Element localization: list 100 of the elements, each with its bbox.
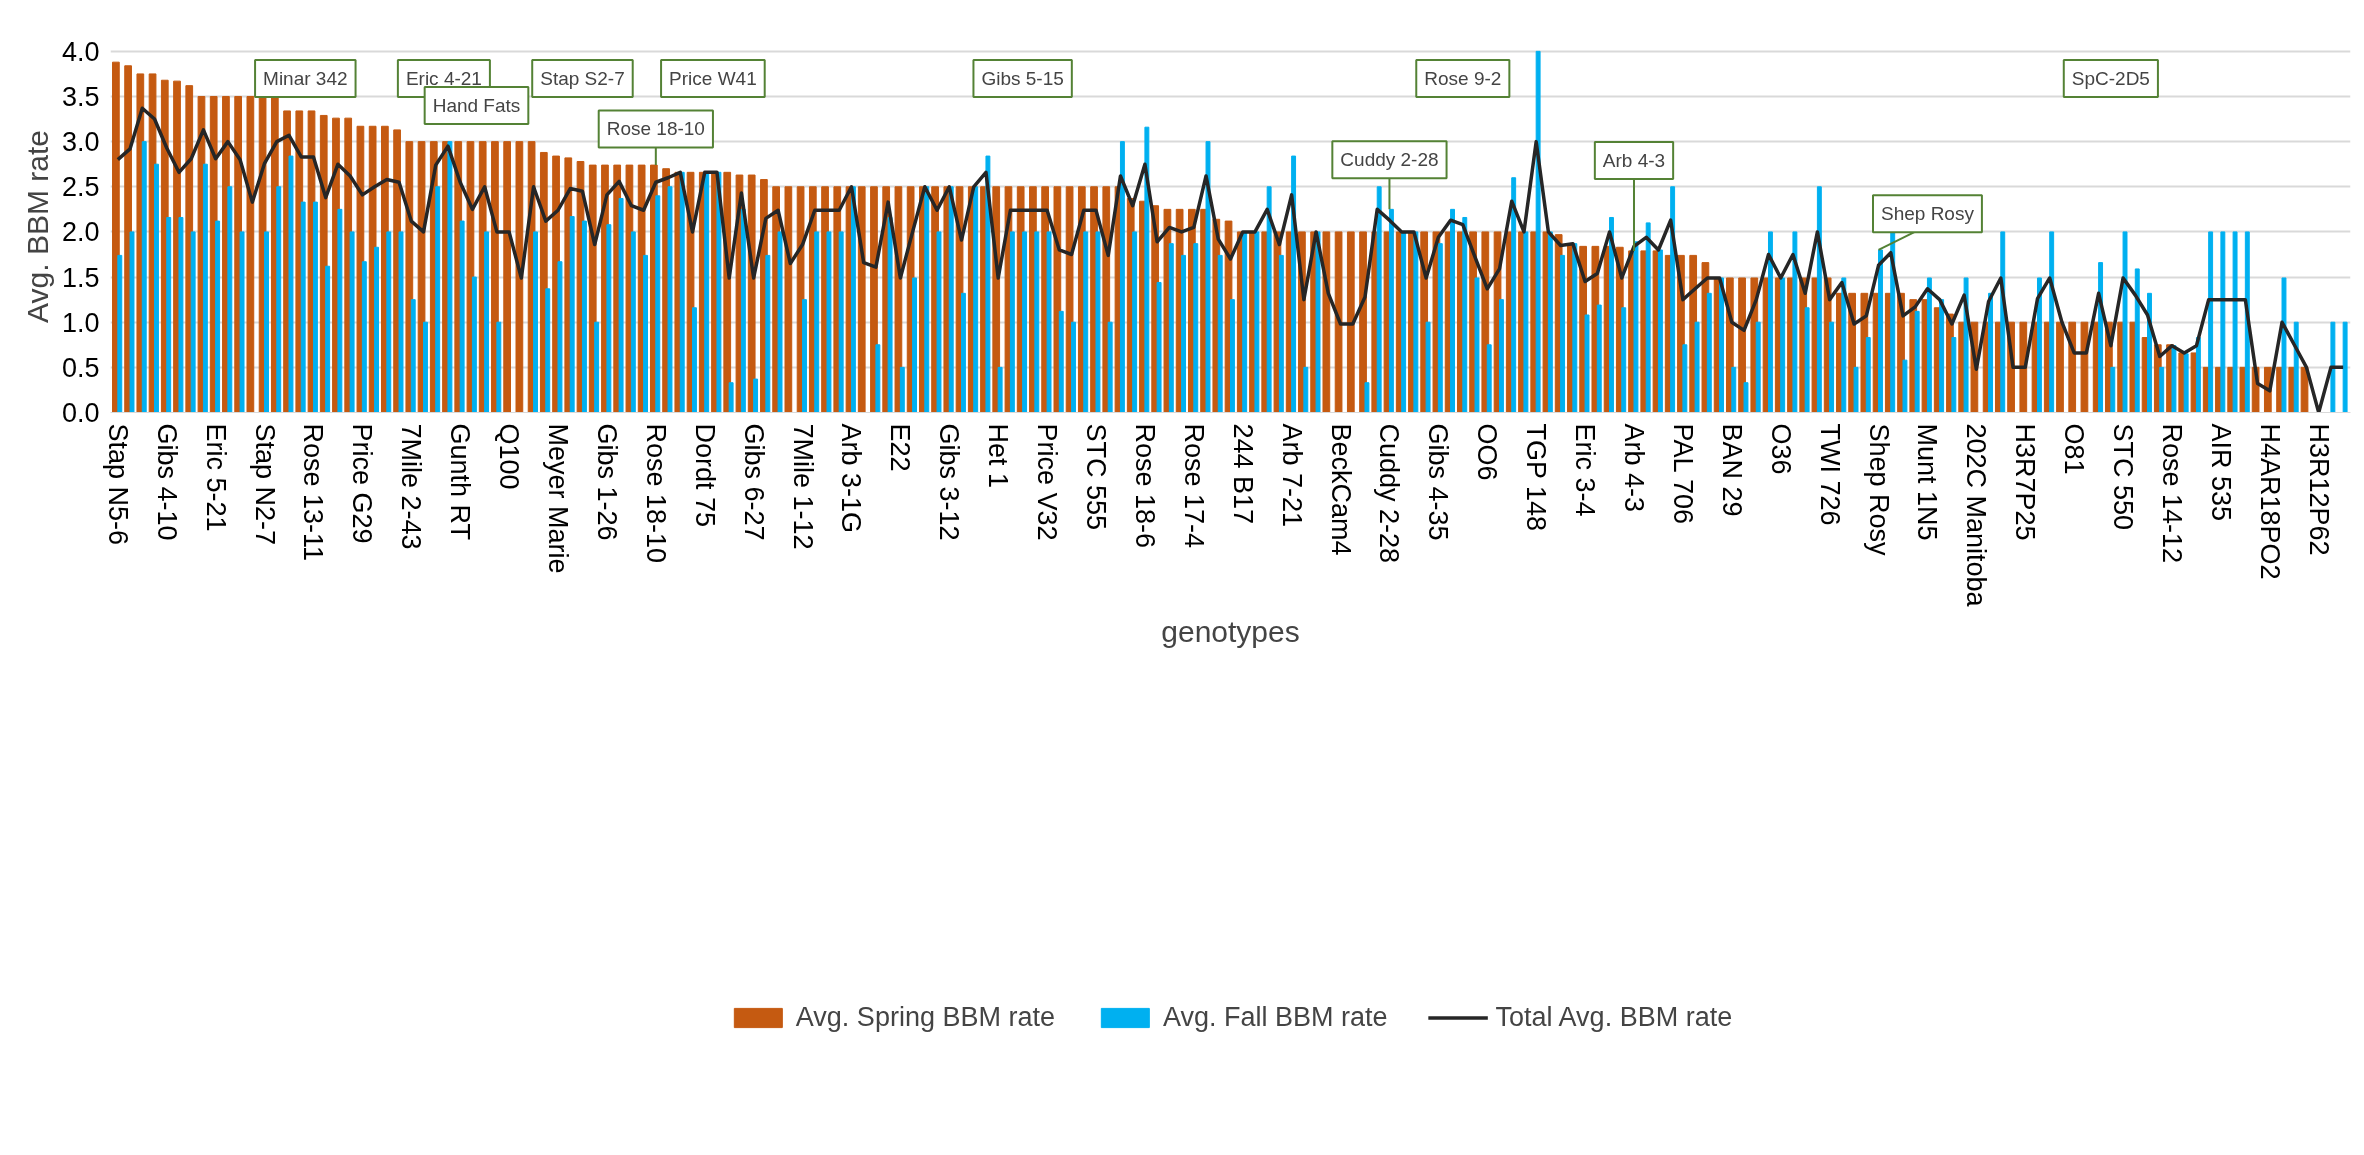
bar (1132, 231, 1138, 413)
x-tick-label: O81 (2059, 423, 2090, 475)
bar (154, 163, 159, 413)
bar (227, 186, 233, 413)
bar (1462, 216, 1468, 413)
legend-label: Avg. Fall BBM rate (1162, 1001, 1388, 1033)
y-tick-label: 0.0 (61, 398, 100, 428)
bar (2232, 231, 2238, 413)
annotation: Shep Rosy (1880, 203, 1975, 225)
x-tick-label: Gibs 3-12 (934, 423, 965, 541)
bar (1144, 126, 1150, 413)
bar (875, 344, 881, 413)
annotation: Gibs 5-15 (981, 67, 1064, 89)
x-tick-label: Gibs 4-10 (151, 423, 182, 541)
bar (594, 321, 600, 413)
bar (374, 246, 380, 413)
bar (1841, 277, 1847, 413)
x-tick-label: H4AR18PO2 (2254, 423, 2285, 580)
bar (630, 231, 636, 413)
annotation: Rose 9-2 (1424, 67, 1502, 89)
x-tick-label: Munt 1N5 (1912, 423, 1943, 541)
bar (1694, 321, 1700, 413)
bar (1988, 292, 1993, 413)
bar (1181, 254, 1186, 413)
bar (850, 186, 856, 413)
bar (557, 261, 563, 413)
bar (655, 195, 661, 413)
bar (1560, 254, 1566, 413)
bar (1413, 231, 1419, 413)
bar (581, 220, 587, 413)
annotation: Cuddy 2-28 (1340, 149, 1439, 171)
bar (692, 307, 697, 413)
bar (1254, 231, 1260, 413)
x-tick-label: Rose 14-12 (2156, 423, 2187, 564)
bar (325, 265, 331, 413)
bar (2342, 321, 2348, 413)
bar (1596, 304, 1602, 413)
bar (1914, 310, 1920, 413)
bar (1816, 186, 1822, 413)
annotation: Stap S2-7 (540, 67, 625, 89)
bar (459, 220, 465, 413)
x-tick-label: Meyer Marie (543, 423, 574, 574)
bar (1829, 321, 1835, 413)
bar (1022, 231, 1028, 413)
bar (288, 155, 294, 413)
x-tick-label: Stap N2-7 (249, 423, 280, 546)
bar (936, 231, 942, 413)
bar (423, 321, 428, 413)
bar (1926, 277, 1932, 413)
bar (1780, 277, 1786, 413)
bar (1804, 307, 1810, 413)
bar (1230, 299, 1235, 413)
bar (361, 261, 367, 413)
y-tick-label: 3.0 (61, 127, 100, 158)
annotation: Price W41 (669, 67, 757, 89)
y-tick-label: 1.0 (61, 307, 100, 338)
x-tick-label: Price G29 (347, 423, 378, 544)
bar (765, 254, 771, 413)
x-tick-label: TWI 726 (1814, 423, 1845, 526)
bar (2122, 231, 2128, 413)
bar (1107, 321, 1113, 413)
bar (1792, 231, 1798, 413)
bar (239, 231, 245, 413)
x-tick-label: STC 555 (1081, 423, 1111, 531)
x-tick-label: Arb 4-3 (1618, 423, 1649, 513)
bar (1266, 186, 1272, 413)
bar (2134, 268, 2140, 413)
bar (1633, 241, 1639, 413)
x-tick-label: 244 B17 (1227, 423, 1258, 525)
x-tick-label: Rose 17-4 (1178, 423, 1209, 549)
bar (515, 141, 524, 413)
bar (1865, 337, 1871, 413)
bar (1334, 231, 1343, 413)
annotation: Minar 342 (263, 67, 348, 89)
bar (1242, 231, 1248, 413)
bar (1584, 314, 1590, 413)
bar (1168, 243, 1174, 413)
bar (1523, 231, 1529, 413)
bar (997, 366, 1003, 413)
x-tick-label: Cuddy 2-28 (1374, 423, 1405, 564)
bar (1645, 222, 1651, 413)
x-tick-label: Price V32 (1032, 423, 1063, 541)
bar (447, 141, 453, 413)
bar (398, 231, 404, 413)
bar (1670, 186, 1676, 413)
bar (569, 216, 575, 413)
bar (1621, 307, 1627, 413)
bar (117, 254, 123, 413)
bar (838, 231, 844, 413)
bar (1401, 231, 1407, 413)
bar (484, 231, 490, 413)
bar (814, 231, 820, 413)
y-tick-label: 4.0 (61, 36, 100, 67)
y-tick-label: 0.5 (61, 352, 100, 383)
bar (2098, 262, 2104, 413)
bar (545, 288, 551, 413)
bar (178, 216, 184, 413)
bar (349, 231, 355, 413)
x-tick-label: 202C Manitoba (1961, 423, 1992, 608)
bar (1193, 243, 1199, 413)
